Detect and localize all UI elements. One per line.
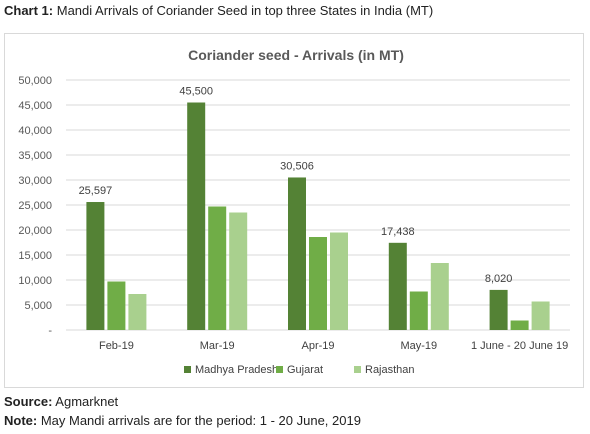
legend-label: Rajasthan [365,364,415,376]
bar [288,177,306,330]
source-text: Agmarknet [52,394,119,409]
bar [128,294,147,330]
data-labels: 25,597 45,500 30,506 17,438 8,020 [79,86,513,285]
note-label: Note: [4,413,38,428]
legend-label: Gujarat [287,364,323,376]
data-label: 25,597 [79,185,113,197]
y-tick-label: 15,000 [18,250,52,262]
bar [86,202,105,330]
bar-chart: Coriander seed - Arrivals (in MT) - 5,000… [18,47,570,376]
y-tick-label: 5,000 [24,300,52,312]
bar [330,232,348,330]
legend-swatch [184,366,191,373]
note-text: May Mandi arrivals are for the period: 1… [37,413,361,428]
x-tick-label: Feb-19 [99,340,134,352]
legend-label: Madhya Pradesh [195,364,278,376]
note-line: Note: May Mandi arrivals are for the per… [4,413,361,428]
bar [309,237,327,330]
x-tick-label: May-19 [400,340,437,352]
bar [430,263,449,330]
bar [531,301,550,330]
y-tick-label: 10,000 [18,275,52,287]
data-label: 8,020 [485,273,513,285]
bars [86,102,550,330]
data-label: 17,438 [381,226,415,238]
data-label: 30,506 [280,160,314,172]
caption-label: Chart 1: [4,3,54,18]
x-tick-label: 1 June - 20 June 19 [471,340,568,352]
bar [208,206,227,330]
source-label: Source: [4,394,53,409]
chart-caption: Chart 1: Mandi Arrivals of Coriander See… [4,3,433,18]
y-tick-label: 30,000 [18,175,52,187]
source-line: Source: Agmarknet [4,394,118,409]
chart-title: Coriander seed - Arrivals (in MT) [188,47,404,63]
bar [388,242,407,330]
legend: Madhya Pradesh Gujarat Rajasthan [184,364,415,376]
x-tick-label: Mar-19 [200,340,235,352]
x-axis: Feb-19 Mar-19 Apr-19 May-19 1 June - 20 June… [99,340,568,352]
y-tick-label: 45,000 [18,100,52,112]
legend-swatch [354,366,361,373]
caption-text: Mandi Arrivals of Coriander Seed in top … [53,3,434,18]
bar [510,320,529,330]
y-tick-label: 20,000 [18,225,52,237]
y-tick-label: 50,000 [18,75,52,87]
data-label: 45,500 [179,86,213,98]
y-tick-label: 40,000 [18,125,52,137]
bar [489,289,508,330]
y-tick-label: 25,000 [18,200,52,212]
y-tick-label: - [48,325,52,337]
bar [409,291,428,330]
x-tick-label: Apr-19 [301,340,334,352]
bar [187,102,206,330]
y-tick-label: 35,000 [18,150,52,162]
legend-swatch [276,366,283,373]
bar [229,212,248,330]
y-axis: - 5,000 10,000 15,000 20,000 25,000 30,000 35,0… [18,75,52,337]
bar [107,281,126,330]
